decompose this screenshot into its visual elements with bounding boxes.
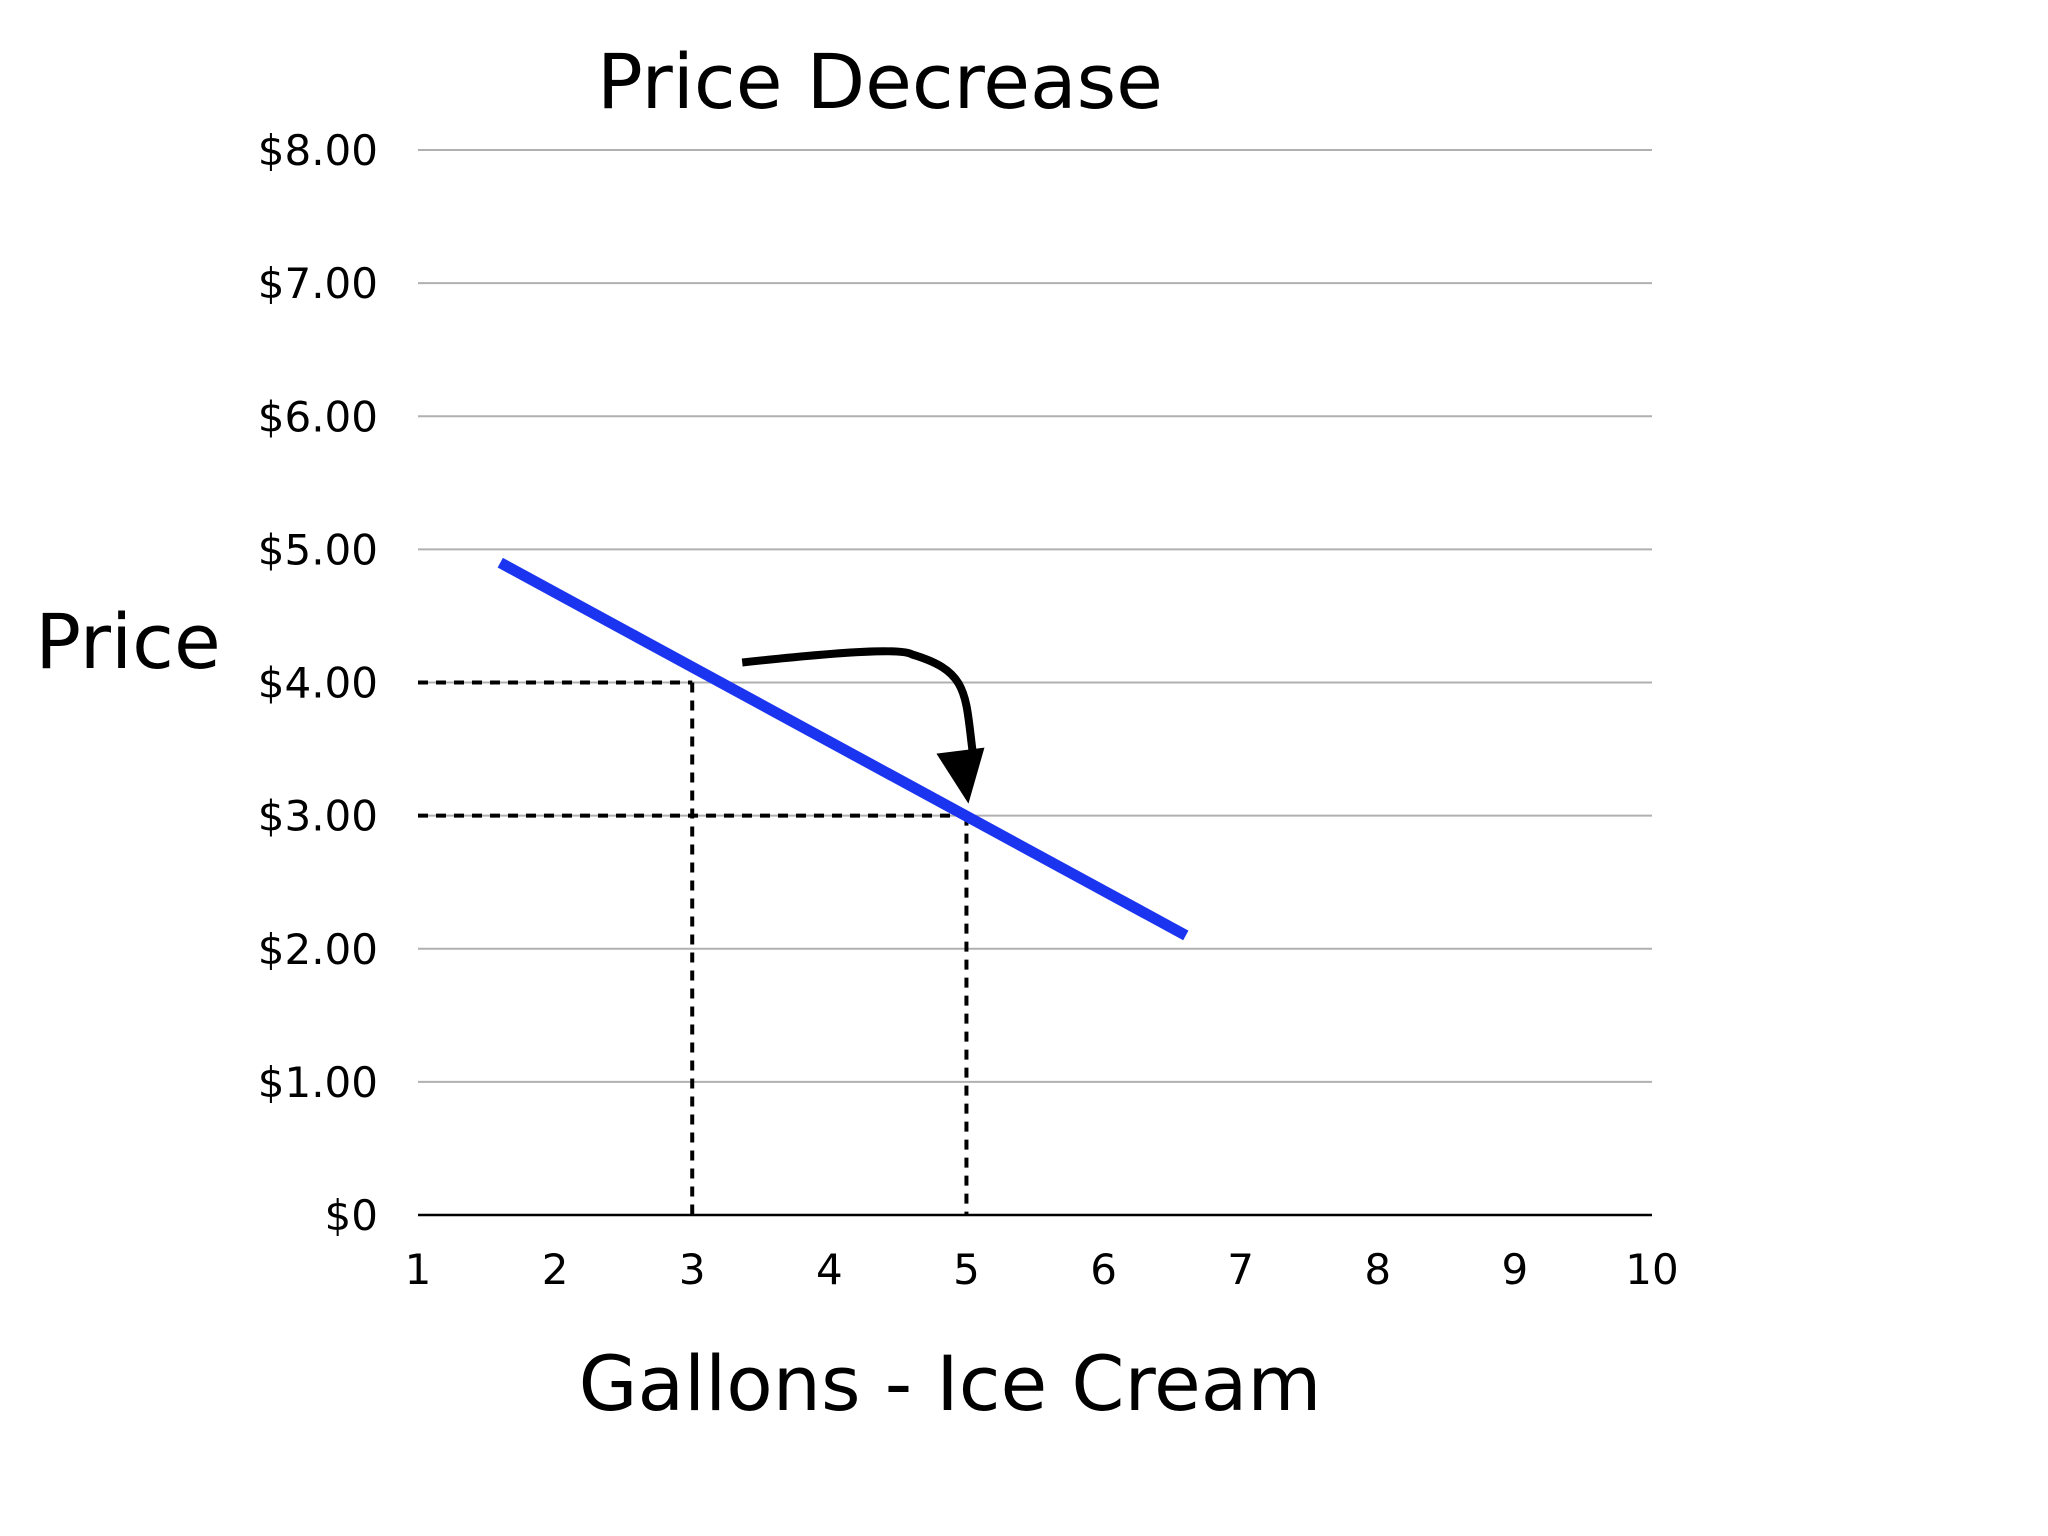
series-lines <box>497 557 1189 941</box>
y-axis-label: Price <box>35 597 220 686</box>
y-tick-label: $6.00 <box>258 392 378 441</box>
x-tick-labels: 1 2 3 4 5 6 7 8 9 10 <box>405 1245 1679 1294</box>
x-tick-label: 3 <box>679 1245 706 1294</box>
x-tick-label: 1 <box>405 1245 432 1294</box>
x-tick-label: 5 <box>953 1245 980 1294</box>
x-tick-label: 7 <box>1227 1245 1254 1294</box>
x-axis-label: Gallons - Ice Cream <box>579 1339 1322 1428</box>
y-tick-label: $7.00 <box>258 259 378 308</box>
reference-guides <box>418 680 969 1215</box>
chart-title: Price Decrease <box>597 37 1163 126</box>
x-tick-label: 9 <box>1502 1245 1529 1294</box>
arrow-shaft <box>741 647 979 767</box>
x-tick-label: 8 <box>1364 1245 1391 1294</box>
x-tick-label: 4 <box>816 1245 843 1294</box>
y-tick-label: $5.00 <box>258 525 378 574</box>
y-tick-label: $8.00 <box>258 126 378 175</box>
x-tick-label: 10 <box>1625 1245 1678 1294</box>
y-tick-label: $4.00 <box>258 659 378 708</box>
demand-line <box>497 557 1189 941</box>
y-tick-label: $1.00 <box>258 1058 378 1107</box>
y-tick-labels: $0 $1.00 $2.00 $3.00 $4.00 $5.00 $6.00 $7.00 $8.… <box>258 126 378 1240</box>
arrow-head <box>936 747 985 804</box>
y-tick-label: $3.00 <box>258 792 378 841</box>
y-tick-label: $2.00 <box>258 925 378 974</box>
annotation-arrow <box>741 647 985 804</box>
x-tick-label: 6 <box>1090 1245 1117 1294</box>
y-tick-label: $0 <box>325 1191 378 1240</box>
x-tick-label: 2 <box>542 1245 569 1294</box>
